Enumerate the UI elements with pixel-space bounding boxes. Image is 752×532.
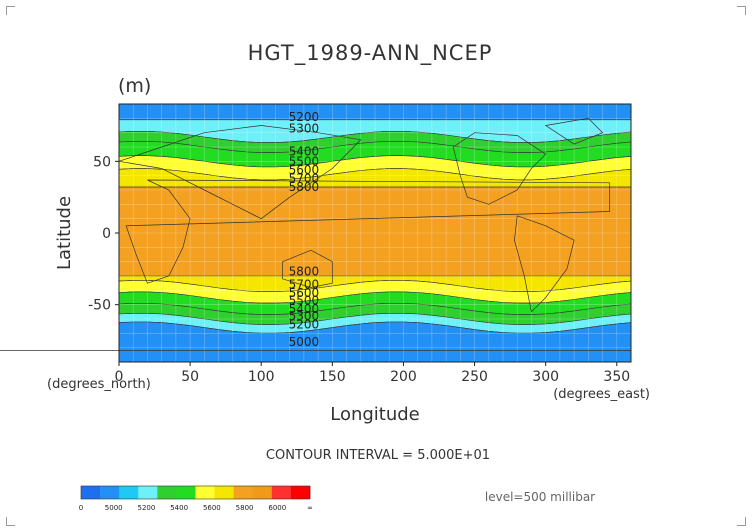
continent-outline-0 — [452, 132, 547, 205]
units-label: (m) — [118, 75, 151, 97]
level-text: level=500 millibar — [485, 490, 595, 504]
contour-label: 5400 — [289, 302, 320, 316]
x-axis-unit-label: (degrees_east) — [553, 387, 650, 402]
y-tick-label: -50 — [88, 298, 111, 314]
x-tick-label: 0 — [115, 369, 124, 385]
contour-label: 5800 — [289, 180, 320, 194]
x-tick-label: 300 — [532, 369, 559, 385]
colorbar-swatch — [214, 486, 234, 499]
contour-label: 5600 — [289, 163, 320, 177]
continent-outline-4 — [282, 249, 333, 288]
corner-mark-top-right — [737, 6, 746, 15]
corner-mark-bottom-left — [6, 517, 15, 526]
contour-label: 5500 — [289, 293, 320, 307]
continent-outline-5 — [544, 117, 604, 145]
corner-mark-bottom-right — [737, 517, 746, 526]
colorbar-tick-label: 0 — [79, 504, 83, 512]
colorbar-tick-label: 5200 — [138, 504, 156, 512]
y-tick-label: 0 — [102, 226, 111, 242]
contour-label: 5700 — [289, 278, 320, 292]
x-tick-label: 250 — [461, 369, 488, 385]
contour-label: 5200 — [289, 318, 320, 332]
colorbar-swatch — [81, 486, 101, 499]
contour-interval-text: CONTOUR INTERVAL = 5.000E+01 — [266, 448, 490, 463]
colorbar: 0 5000 5200 5400 5600 5800 6000 ∞ — [79, 485, 313, 512]
continent-outline-3 — [118, 125, 362, 220]
colorbar-swatch — [195, 486, 215, 499]
y-tick-label: 50 — [93, 154, 111, 170]
colorbar-swatch — [290, 486, 311, 499]
contour-label: 5400 — [289, 144, 320, 158]
x-tick-label: 150 — [319, 369, 346, 385]
colorbar-tick-label: 5800 — [236, 504, 254, 512]
colorbar-swatch — [233, 486, 254, 499]
y-axis-ticks: -50 0 50 — [88, 154, 119, 314]
x-axis-ticks: 0 50 100 150 200 250 300 350 — [115, 362, 630, 385]
colorbar-swatch — [138, 486, 158, 499]
contour-label: 5000 — [289, 335, 320, 349]
plot-area — [0, 103, 632, 363]
contour-label: 5300 — [289, 121, 320, 135]
corner-mark-top-left — [6, 6, 15, 15]
x-axis-label: Longitude — [330, 404, 420, 425]
x-tick-label: 350 — [603, 369, 630, 385]
continent-outline-1 — [514, 215, 575, 313]
x-tick-label: 200 — [390, 369, 417, 385]
colorbar-tick-label: 6000 — [268, 504, 286, 512]
x-tick-label: 50 — [181, 369, 199, 385]
colorbar-tick-label: ∞ — [307, 504, 313, 512]
contour-label: 5200 — [289, 110, 320, 124]
contour-label: 5500 — [289, 154, 320, 168]
continent-outline-2 — [125, 179, 611, 284]
colorbar-swatch — [271, 486, 292, 499]
colorbar-swatch — [252, 486, 273, 499]
colorbar-frame — [80, 485, 311, 500]
x-tick-label: 100 — [248, 369, 275, 385]
y-axis-label: Latitude — [54, 196, 75, 270]
contour-label: 5800 — [289, 265, 320, 279]
colorbar-tick-label: 5400 — [170, 504, 188, 512]
colorbar-swatch — [176, 486, 196, 499]
colorbar-swatch — [119, 486, 139, 499]
y-axis-unit-label: (degrees_north) — [47, 377, 151, 392]
colorbar-tick-label: 5600 — [203, 504, 221, 512]
colorbar-tick-label: 5000 — [105, 504, 123, 512]
colorbar-swatch — [157, 486, 177, 499]
colorbar-swatch — [100, 486, 120, 499]
contour-label: 5300 — [289, 309, 320, 323]
contour-label: 5700 — [289, 172, 320, 186]
chart-title: HGT_1989-ANN_NCEP — [248, 41, 493, 66]
contour-label: 5600 — [289, 286, 320, 300]
contour-labels: 5200530054005500560057005800580057005600… — [289, 110, 320, 349]
